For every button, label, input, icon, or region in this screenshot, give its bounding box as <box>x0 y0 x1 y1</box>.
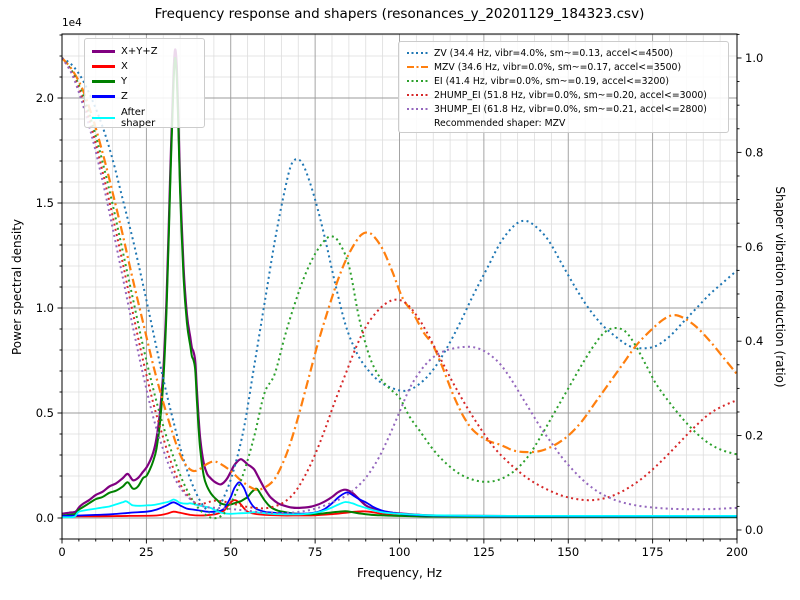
y-right-tick-label: 0.2 <box>745 429 763 443</box>
legend-item-ei: EI (41.4 Hz, vibr=0.0%, sm~=0.19, accel<… <box>407 74 720 88</box>
x-tick-label: 50 <box>223 545 238 559</box>
series-zv <box>62 57 737 515</box>
legend-label: 2HUMP_EI (51.8 Hz, vibr=0.0%, sm~=0.20, … <box>434 89 707 101</box>
series-after-shaper <box>62 498 737 519</box>
legend-item-3hump-ei: 3HUMP_EI (61.8 Hz, vibr=0.0%, sm~=0.21, … <box>407 102 720 116</box>
tick-labels: 0 25 50 75 100 125 150 175 200 0.0 0.5 1.0 1.5 2.0 0.0… <box>36 51 764 559</box>
legend-swatch-zv <box>407 51 428 55</box>
x-tick-label: 25 <box>139 545 154 559</box>
x-tick-label: 200 <box>726 545 748 559</box>
legend-label: MZV (34.6 Hz, vibr=0.0%, sm~=0.17, accel… <box>434 61 682 73</box>
y-left-tick-label: 0.5 <box>36 406 54 420</box>
legend-shapers: ZV (34.4 Hz, vibr=4.0%, sm~=0.13, accel<… <box>398 41 729 133</box>
legend-item-mzv: MZV (34.6 Hz, vibr=0.0%, sm~=0.17, accel… <box>407 60 720 74</box>
chart-title: Frequency response and shapers (resonanc… <box>154 6 645 22</box>
series-y <box>62 56 737 519</box>
x-tick-label: 100 <box>389 545 411 559</box>
legend-label: ZV (34.4 Hz, vibr=4.0%, sm~=0.13, accel<… <box>434 47 674 59</box>
y-axis-label-left: Power spectral density <box>10 218 24 356</box>
x-tick-label: 175 <box>642 545 664 559</box>
legend-label: X+Y+Z <box>121 46 158 57</box>
series-z <box>62 481 737 518</box>
y-right-tick-label: 0.4 <box>745 334 763 348</box>
legend-swatch-y <box>92 80 115 83</box>
series-mzv <box>62 57 737 492</box>
x-axis-label: Frequency, Hz <box>357 566 442 580</box>
legend-swatch-mzv <box>407 65 428 69</box>
legend-swatch-xyz <box>92 50 115 53</box>
legend-label: EI (41.4 Hz, vibr=0.0%, sm~=0.19, accel<… <box>434 75 669 87</box>
legend-item-y: Y <box>92 74 197 89</box>
y-right-tick-label: 0.0 <box>745 523 763 537</box>
x-tick-label: 75 <box>308 545 323 559</box>
y-axis-label-right: Shaper vibration reduction (ratio) <box>773 186 787 388</box>
legend-label: X <box>121 61 128 72</box>
legend-footer-recommended-shaper: Recommended shaper: MZV <box>407 116 720 130</box>
y-right-tick-label: 0.8 <box>745 145 763 159</box>
legend-item-x: X <box>92 59 197 74</box>
y-left-tick-label: 2.0 <box>36 91 54 105</box>
x-tick-label: 125 <box>473 545 495 559</box>
legend-label: Z <box>121 91 128 102</box>
ticks <box>57 33 742 544</box>
legend-swatch-2hump-ei <box>407 93 428 97</box>
legend-item-2hump-ei: 2HUMP_EI (51.8 Hz, vibr=0.0%, sm~=0.20, … <box>407 88 720 102</box>
y-left-tick-label: 0.0 <box>36 511 54 525</box>
legend-item-xyz: X+Y+Z <box>92 44 197 59</box>
y-left-tick-label: 1.5 <box>36 196 54 210</box>
y-left-tick-label: 1.0 <box>36 301 54 315</box>
legend-swatch-3hump-ei <box>407 107 428 111</box>
legend-swatch-z <box>92 95 115 98</box>
series-x <box>62 499 737 518</box>
y-axis-offset-text: 1e4 <box>62 17 82 29</box>
legend-psd: X+Y+Z X Y Z After shaper <box>84 38 205 129</box>
legend-item-z: Z <box>92 89 197 104</box>
y-right-tick-label: 1.0 <box>745 51 763 65</box>
x-tick-label: 0 <box>58 545 65 559</box>
legend-item-zv: ZV (34.4 Hz, vibr=4.0%, sm~=0.13, accel<… <box>407 46 720 60</box>
x-tick-label: 150 <box>557 545 579 559</box>
legend-swatch-x <box>92 65 115 68</box>
legend-footer-label: Recommended shaper: MZV <box>434 117 566 129</box>
series-group <box>62 48 737 520</box>
legend-swatch-after-shaper <box>92 116 115 120</box>
legend-swatch-ei <box>407 79 428 83</box>
y-right-tick-label: 0.6 <box>745 240 763 254</box>
legend-label: 3HUMP_EI (61.8 Hz, vibr=0.0%, sm~=0.21, … <box>434 103 707 115</box>
legend-label: Y <box>121 76 128 87</box>
legend-label: After shaper <box>121 106 156 130</box>
legend-item-after-shaper: After shaper <box>92 104 197 132</box>
